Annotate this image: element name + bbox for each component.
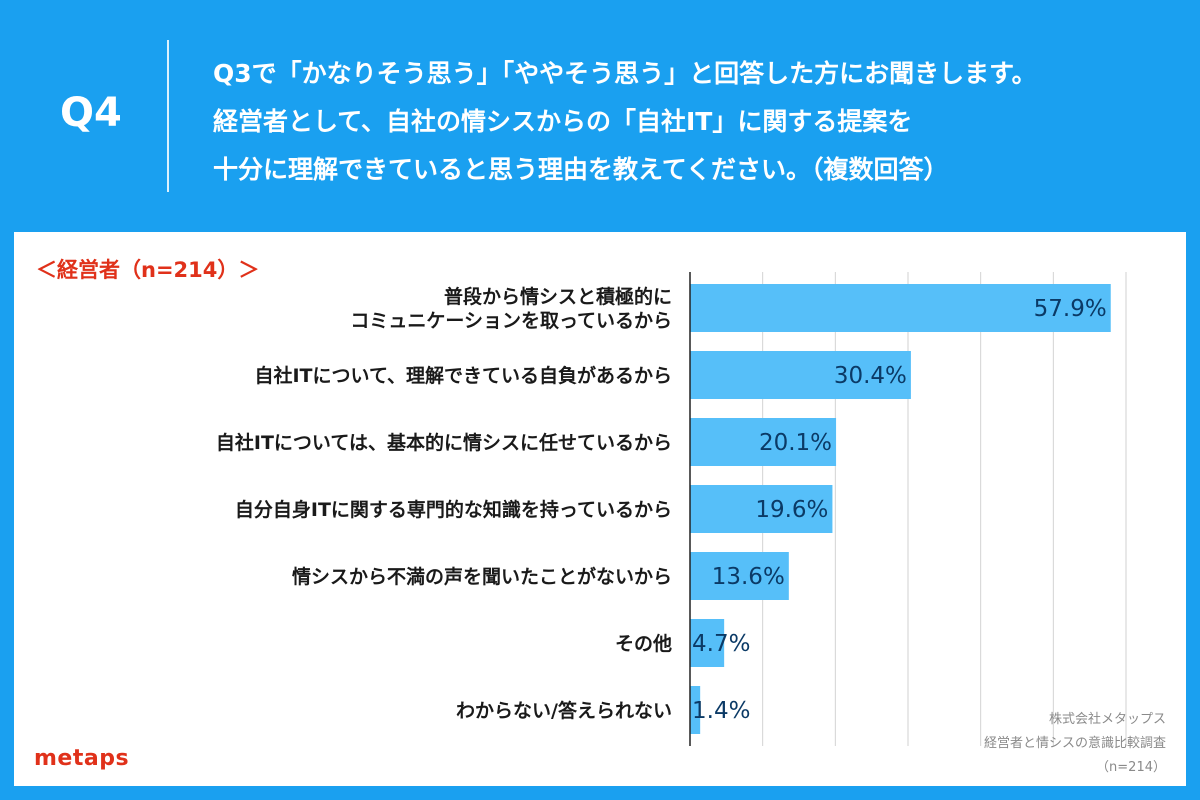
question-line-3: 十分に理解できていると思う理由を教えてください。（複数回答）	[213, 155, 949, 184]
bar	[690, 552, 789, 600]
category-label: わからない/答えられない	[456, 699, 672, 722]
bar	[690, 351, 911, 399]
category-label: 自社ITについては、基本的に情シスに任せているから	[216, 431, 672, 454]
category-label: 自社ITについて、理解できている自負があるから	[254, 364, 672, 387]
source-note: 株式会社メタップス 経営者と情シスの意識比較調査 （n=214）	[984, 708, 1166, 780]
bar	[690, 284, 1111, 332]
category-label: 情シスから不満の声を聞いたことがないから	[292, 565, 672, 588]
question-text: Q3で「かなりそう思う」「ややそう思う」と回答した方にお聞きします。 経営者とし…	[213, 50, 1188, 194]
question-number: Q4	[60, 90, 122, 136]
chart-panel: ＜経営者（n=214）＞ 57.9% 普段から情シスと積極的にコミュニケーションを…	[14, 232, 1186, 786]
metaps-logo: metaps	[34, 746, 130, 771]
bar	[690, 619, 725, 667]
value-label: 4.7%	[692, 631, 750, 657]
value-label: 57.9%	[1034, 296, 1107, 322]
category-label: 普段から情シスと積極的にコミュニケーションを取っているから	[350, 285, 672, 332]
bar	[690, 418, 837, 466]
source-survey: 経営者と情シスの意識比較調査	[983, 736, 1166, 751]
question-line-2: 経営者として、自社の情シスからの「自社IT」に関する提案を	[213, 107, 913, 136]
value-label: 30.4%	[834, 363, 907, 389]
source-sample: （n=214）	[1096, 760, 1166, 775]
value-label: 19.6%	[755, 497, 828, 523]
respondent-group-label: ＜経営者（n=214）＞	[36, 258, 260, 282]
category-label: 自分自身ITに関する専門的な知識を持っているから	[235, 498, 672, 521]
header-divider	[167, 40, 169, 192]
source-company: 株式会社メタップス	[1048, 712, 1166, 727]
question-line-1: Q3で「かなりそう思う」「ややそう思う」と回答した方にお聞きします。	[213, 59, 1037, 88]
header: Q4 Q3で「かなりそう思う」「ややそう思う」と回答した方にお聞きします。 経営…	[0, 0, 1200, 230]
bar-chart: 57.9% 普段から情シスと積極的にコミュニケーションを取っているから 30.4% 自…	[216, 272, 1127, 746]
category-label: その他	[615, 632, 672, 655]
value-label: 20.1%	[759, 430, 832, 456]
bar	[690, 485, 833, 533]
value-label: 1.4%	[692, 698, 750, 724]
bar	[690, 686, 701, 734]
value-label: 13.6%	[712, 564, 785, 590]
